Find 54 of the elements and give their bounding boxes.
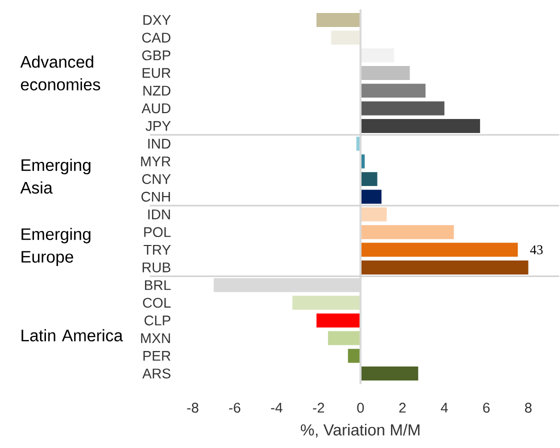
x-tick-label: -2 (312, 402, 324, 412)
y-tick-label: POL (144, 226, 171, 237)
y-tick-label: NZD (143, 86, 170, 96)
text: Emerging Asia (20, 158, 90, 194)
y-tick-label: AUD (142, 103, 170, 114)
bar (360, 48, 394, 62)
y-tick-label: CNY (142, 174, 171, 184)
text: Advanced economies (20, 55, 100, 90)
y-tick-label: PER (143, 350, 170, 360)
y-tick-label: MYR (141, 156, 170, 166)
y-tick-label: JPY (146, 120, 171, 131)
bar (360, 84, 426, 98)
y-tick-label: RUB (142, 262, 170, 272)
y-tick-label: CAD (142, 32, 170, 42)
x-tick-label: 6 (483, 402, 490, 413)
y-tick-label: IND (148, 138, 170, 148)
x-tick-label: 4 (440, 402, 448, 412)
y-tick-label: MXN (141, 333, 170, 343)
x-tick-label: 2 (399, 402, 406, 412)
bar (360, 207, 387, 222)
bar (360, 242, 518, 257)
x-tick-label: -8 (187, 402, 198, 413)
bar (331, 30, 361, 44)
text: Emerging Europe (22, 228, 90, 266)
y-tick-label: CNH (141, 192, 170, 202)
text: Latin America (22, 328, 123, 342)
y-tick-label: IDN (148, 209, 170, 220)
bar (328, 330, 361, 345)
y-tick-label: CLP (144, 315, 170, 326)
x-tick-label: 8 (525, 402, 532, 413)
x-tick-label: 0 (357, 402, 364, 413)
bar (360, 118, 480, 133)
x-axis-title: %, Variation M/M (300, 424, 420, 438)
y-tick-label: ARS (142, 368, 170, 378)
bar (360, 172, 378, 186)
bar (360, 190, 382, 204)
bar (316, 12, 361, 27)
y-tick-label: GBP (142, 50, 170, 60)
annotation: 43 (530, 245, 543, 254)
bar (360, 224, 454, 239)
bar (360, 366, 418, 380)
bar (348, 348, 361, 363)
bar (292, 296, 361, 310)
y-tick-label: TRY (144, 244, 171, 254)
bar (360, 66, 410, 80)
y-tick-label: COL (143, 298, 171, 308)
bar (360, 101, 444, 116)
y-tick-label: EUR (142, 68, 170, 78)
y-tick-label: BRL (145, 280, 171, 290)
bar (316, 313, 361, 328)
bar (360, 260, 528, 274)
x-tick-label: -4 (271, 402, 282, 412)
x-tick-label: -6 (229, 402, 240, 413)
y-tick-label: DXY (143, 15, 171, 25)
